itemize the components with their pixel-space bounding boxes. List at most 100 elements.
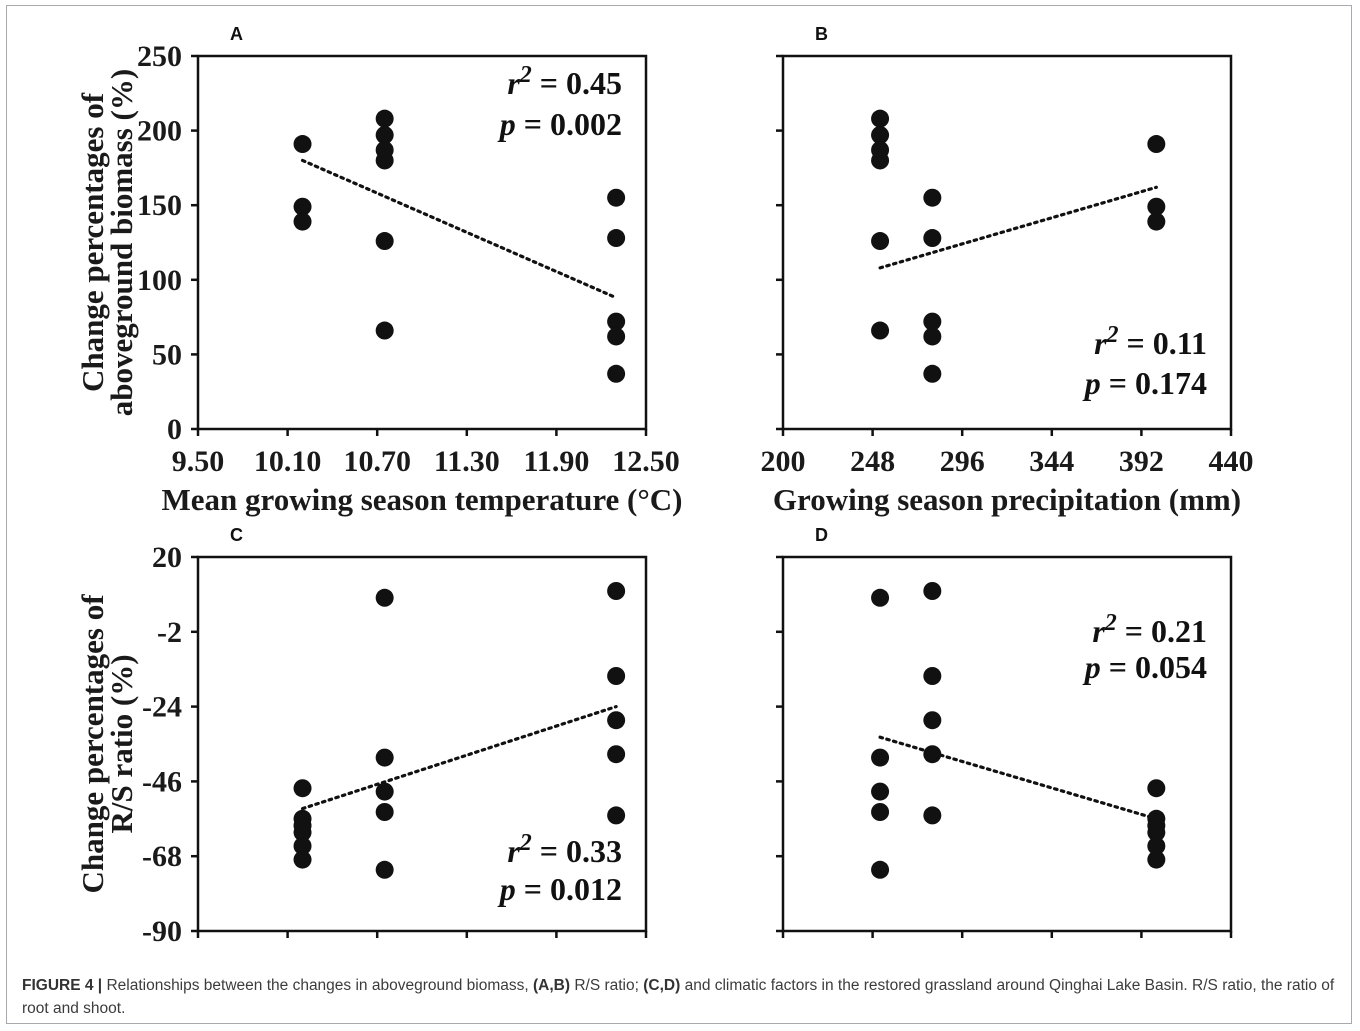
data-point	[871, 782, 890, 801]
figure-panels: 9.50 10.10 10.70 11.30 11.90 12.50 0 50 100 150 20…	[75, 24, 1254, 948]
panel-c: -90 -68 -46 -24 -2 20 Change percentages ofR/S…	[75, 525, 648, 948]
x-tick-label: 11.90	[523, 445, 589, 478]
data-point	[375, 860, 394, 879]
data-point	[1147, 135, 1166, 154]
data-point	[1147, 212, 1166, 231]
x-tick-label: 10.10	[254, 445, 322, 478]
plot-frame	[781, 54, 1233, 431]
panel-letter: D	[815, 525, 828, 545]
r-squared-label: r2 = 0.45	[507, 62, 622, 101]
data-point	[871, 232, 890, 251]
data-point	[375, 109, 394, 128]
data-point	[1147, 197, 1166, 216]
data-point	[607, 188, 626, 207]
x-tick-label: 10.70	[343, 445, 411, 478]
y-tick-label: -90	[142, 915, 182, 948]
data-point	[293, 212, 312, 231]
data-point	[923, 312, 942, 331]
y-axis-label: Change percentages of	[75, 92, 110, 392]
y-axis-label: aboveground biomass (%)	[104, 69, 139, 416]
r-squared-label: r2 = 0.33	[507, 830, 622, 869]
figure-frame	[6, 5, 1352, 1024]
data-point	[871, 321, 890, 340]
y-tick-label: 0	[167, 413, 182, 446]
data-point	[607, 667, 626, 685]
data-point	[607, 582, 626, 600]
panel-b: 200 248 296 344 392 440 Growing season precipi…	[761, 24, 1254, 517]
plot-frame	[781, 555, 1233, 933]
figure-caption: FIGURE 4 | Relationships between the cha…	[22, 974, 1342, 1020]
data-point	[607, 229, 626, 248]
caption-panels-cd: (C,D)	[643, 977, 681, 994]
data-point	[607, 806, 626, 825]
trend-line	[300, 158, 618, 300]
x-tick-label: 392	[1119, 445, 1164, 478]
y-tick-label: 250	[137, 40, 182, 73]
data-point	[293, 197, 312, 216]
x-tick-label: 200	[761, 445, 806, 478]
y-axis-label: R/S ratio (%)	[104, 654, 139, 833]
r-squared-label: r2 = 0.11	[1094, 322, 1207, 361]
data-point	[607, 312, 626, 331]
data-point	[871, 109, 890, 128]
y-tick-label: 100	[137, 264, 182, 297]
data-point	[871, 860, 890, 879]
x-tick-label: 296	[940, 445, 985, 478]
plot-frame	[196, 555, 648, 933]
x-tick-label: 248	[850, 445, 895, 478]
data-point	[607, 364, 626, 383]
data-point	[607, 327, 626, 346]
data-point	[607, 745, 626, 764]
data-point	[375, 748, 394, 767]
panel-a: 9.50 10.10 10.70 11.30 11.90 12.50 0 50 100 150 20…	[75, 24, 682, 517]
panel-d: Dr2 = 0.21p = 0.054	[776, 525, 1233, 938]
x-tick-label: 344	[1029, 445, 1074, 478]
data-point	[1147, 823, 1166, 842]
p-value-label: p = 0.002	[497, 106, 622, 142]
y-tick-label: -24	[142, 691, 182, 724]
data-point	[375, 782, 394, 801]
panel-letter: A	[230, 24, 243, 44]
y-tick-label: 20	[152, 541, 182, 574]
data-point	[1147, 779, 1166, 798]
x-tick-label: 440	[1209, 445, 1254, 478]
data-point	[293, 779, 312, 798]
y-tick-label: 200	[137, 115, 182, 148]
p-value-label: p = 0.054	[1082, 649, 1207, 685]
plot-frame	[196, 54, 648, 431]
data-point	[375, 232, 394, 251]
data-point	[293, 135, 312, 154]
y-tick-label: -2	[157, 616, 182, 649]
data-point	[293, 823, 312, 842]
x-tick-label: 11.30	[434, 445, 500, 478]
trend-line	[878, 185, 1158, 270]
caption-text-3: and climatic factors in the restored gra…	[22, 977, 1335, 1017]
data-point	[293, 850, 312, 869]
data-point	[871, 126, 890, 145]
x-axis-label: Growing season precipitation (mm)	[773, 482, 1241, 517]
data-point	[923, 745, 942, 764]
x-tick-label: 9.50	[172, 445, 225, 478]
p-value-label: p = 0.012	[497, 871, 622, 907]
data-point	[923, 188, 942, 207]
caption-text-2: R/S ratio;	[570, 977, 644, 994]
data-point	[871, 803, 890, 821]
panel-letter: B	[815, 24, 828, 44]
data-point	[923, 806, 942, 825]
data-point	[923, 711, 942, 730]
trend-line	[878, 735, 1158, 821]
data-point	[1147, 850, 1166, 869]
p-value-label: p = 0.174	[1082, 365, 1207, 401]
caption-text-1: Relationships between the changes in abo…	[102, 977, 533, 994]
data-point	[923, 327, 942, 346]
data-point	[293, 837, 312, 855]
y-axis-label: Change percentages of	[75, 594, 110, 894]
data-point	[923, 582, 942, 600]
y-tick-label: 150	[137, 189, 182, 222]
y-tick-label: 50	[152, 338, 182, 371]
panel-letter: C	[230, 525, 243, 545]
data-point	[923, 364, 942, 383]
r-squared-label: r2 = 0.21	[1092, 610, 1207, 649]
data-point	[375, 126, 394, 145]
caption-label: FIGURE 4 |	[22, 977, 103, 994]
